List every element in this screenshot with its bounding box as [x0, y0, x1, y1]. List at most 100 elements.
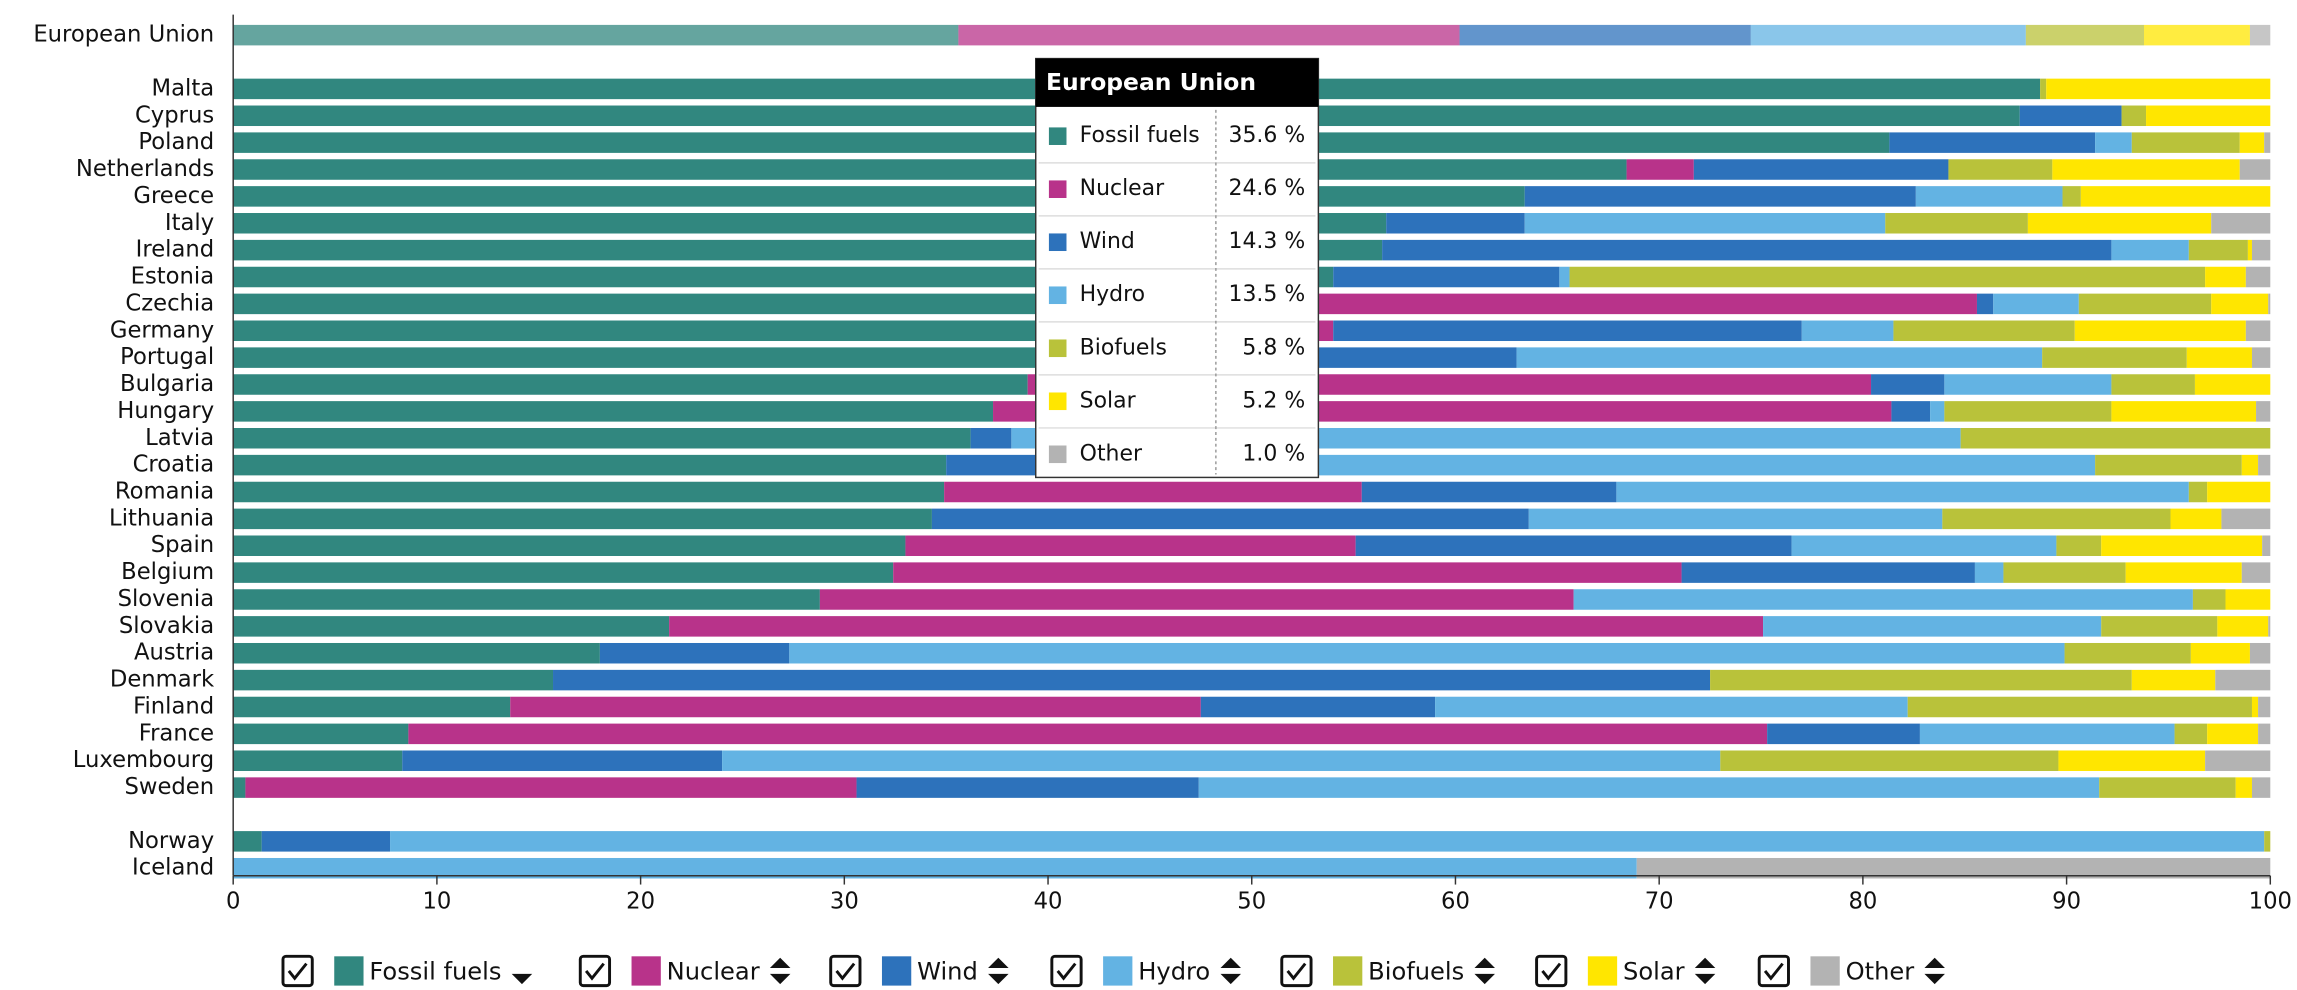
legend-checkbox[interactable] — [1535, 954, 1568, 988]
legend-sort-arrow[interactable] — [1694, 973, 1716, 985]
bar-segment — [233, 669, 554, 691]
bar-segment — [2101, 535, 2263, 556]
legend-checkmark — [1763, 962, 1784, 981]
category-label: Iceland — [132, 855, 214, 881]
bar-segment — [2170, 508, 2222, 530]
legend-item[interactable]: Wind — [829, 954, 1009, 988]
legend-swatch — [334, 956, 364, 986]
bar-segment — [2251, 239, 2271, 261]
bar-segment — [408, 723, 1768, 745]
category-label: Bulgaria — [120, 371, 214, 397]
bar-segment — [1528, 508, 1943, 530]
legend-label[interactable]: Wind — [917, 957, 978, 985]
legend-sort-arrow[interactable] — [988, 957, 1009, 969]
tooltip-swatch — [1048, 233, 1067, 252]
bar-segment — [1885, 213, 2028, 234]
legend-checkmark — [287, 962, 308, 981]
bar-segment — [1871, 374, 1945, 395]
legend-swatch — [1810, 956, 1840, 986]
bar-segment — [2074, 320, 2246, 342]
bar-segment — [2058, 750, 2206, 771]
bar-segment — [245, 777, 857, 798]
bar-segment — [2249, 24, 2271, 46]
category-label: Luxembourg — [73, 747, 214, 773]
legend-label[interactable]: Hydro — [1138, 957, 1210, 985]
legend-item[interactable]: Nuclear — [578, 954, 791, 988]
x-tick-label: 70 — [1645, 889, 1674, 915]
bar-segment — [233, 186, 1525, 207]
legend-label[interactable]: Nuclear — [667, 957, 760, 985]
bar-segment — [2264, 132, 2271, 153]
legend-checkbox[interactable] — [281, 954, 314, 988]
legend-sort-arrow[interactable] — [988, 973, 1009, 985]
bar-segment — [2264, 831, 2271, 852]
bar-segment — [2194, 374, 2271, 395]
legend-checkmark — [1286, 962, 1307, 981]
legend-sort-arrow[interactable] — [1694, 957, 1716, 969]
legend-checkbox[interactable] — [1050, 954, 1083, 988]
legend-sort-arrow[interactable] — [1924, 957, 1945, 969]
legend-item[interactable]: Hydro — [1050, 954, 1241, 988]
bar-segment — [2101, 616, 2218, 637]
legend-checkbox[interactable] — [578, 954, 612, 988]
bar-segment — [2131, 669, 2216, 691]
bar-segment — [233, 857, 1637, 879]
bar-segment — [819, 589, 1574, 610]
bar-segment — [233, 24, 959, 46]
bar-segment — [1333, 266, 1560, 288]
bar-segment — [2217, 616, 2269, 637]
legend-sort-arrow[interactable] — [769, 957, 791, 969]
category-label: Germany — [110, 317, 214, 343]
category-label: European Union — [33, 22, 214, 48]
legend-sort-arrow[interactable] — [1474, 957, 1495, 969]
legend-label[interactable]: Other — [1846, 957, 1915, 985]
bar-segment — [233, 320, 1150, 342]
category-label: Cyprus — [135, 102, 214, 128]
category-label: Croatia — [133, 452, 215, 478]
legend-swatch — [631, 956, 661, 986]
bar-segment — [1626, 159, 1694, 180]
bar-segment — [2268, 616, 2271, 637]
legend-label[interactable]: Fossil fuels — [369, 957, 501, 985]
category-label: Hungary — [117, 398, 214, 424]
legend-item[interactable]: Other — [1757, 954, 1945, 988]
bar-segment — [2144, 24, 2250, 46]
tooltip-value: 5.2 % — [1242, 388, 1305, 413]
legend-sort-arrow[interactable] — [1474, 973, 1495, 985]
bar-segment — [2042, 347, 2187, 368]
legend-sort-arrow[interactable] — [769, 973, 791, 985]
legend-sort-arrow[interactable] — [511, 973, 533, 985]
x-tick-label: 10 — [422, 889, 451, 915]
bar-segment — [233, 401, 994, 422]
bar-segment — [2239, 132, 2265, 153]
bar-segment — [233, 293, 1252, 315]
bar-segment — [2245, 320, 2271, 342]
bar-segment — [1435, 696, 1908, 718]
legend-item[interactable]: Biofuels — [1280, 954, 1495, 988]
bar-segment — [1801, 320, 1894, 342]
bar-segment — [2146, 105, 2271, 127]
legend-checkbox[interactable] — [1280, 954, 1313, 988]
legend-item[interactable]: Solar — [1535, 954, 1716, 988]
bar-segment — [2025, 24, 2145, 46]
bar-segment — [1459, 24, 1751, 46]
category-label: Austria — [134, 640, 214, 666]
bar-segment — [2186, 347, 2252, 368]
legend-sort-arrow[interactable] — [1220, 973, 1241, 985]
legend-label[interactable]: Solar — [1623, 957, 1685, 985]
legend-checkbox[interactable] — [1757, 954, 1790, 988]
legend-checkbox[interactable] — [829, 954, 862, 988]
bar-segment — [2040, 78, 2047, 100]
bar-segment — [2235, 777, 2252, 798]
legend-sort-arrow[interactable] — [1220, 957, 1241, 969]
legend-label[interactable]: Biofuels — [1368, 957, 1464, 985]
legend-sort-arrow[interactable] — [1924, 973, 1945, 985]
bar-segment — [233, 508, 932, 530]
bar-segment — [2249, 642, 2271, 664]
bar-segment — [2174, 723, 2208, 745]
bar-segment — [1976, 293, 1994, 315]
legend-item[interactable]: Fossil fuels — [281, 954, 533, 988]
bar-segment — [1693, 159, 1949, 180]
bar-segment — [2258, 454, 2271, 476]
